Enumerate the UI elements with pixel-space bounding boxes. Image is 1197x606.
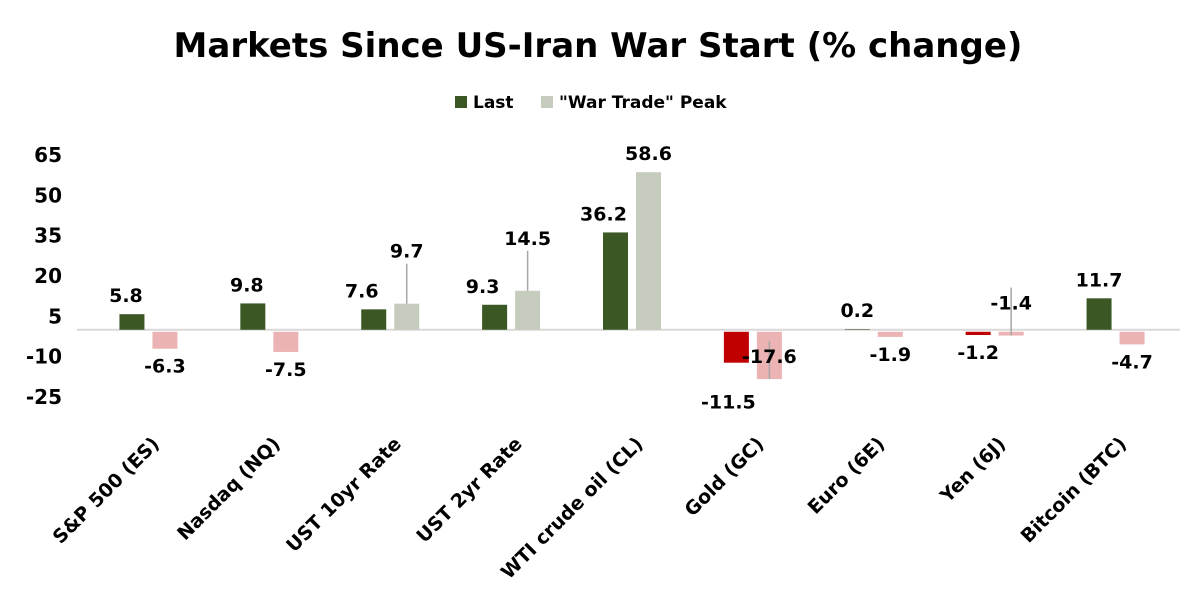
data-label: 0.2 (840, 300, 874, 322)
bar (1086, 298, 1112, 330)
data-label: -6.3 (144, 356, 186, 378)
x-axis: S&P 500 (ES) Nasdaq (NQ)UST 10yr Rate UST … (49, 433, 1131, 584)
bar (636, 172, 661, 330)
legend-swatch (455, 96, 467, 108)
bar (361, 309, 387, 330)
bar (273, 331, 299, 352)
x-tick-label: Bitcoin (BTC) (1017, 433, 1131, 547)
legend: Last "War Trade" Peak (455, 93, 727, 113)
bar (394, 303, 420, 330)
y-tick-label: 65 (34, 143, 62, 167)
data-label: 11.7 (1076, 269, 1123, 291)
data-label: -11.5 (701, 392, 756, 414)
data-labels: 5.8 -6.3 9.8 -7.5 7.6 9.7 9.3 14.5 36.2 58.6 -11.5… (109, 143, 1153, 413)
data-label: 58.6 (625, 143, 672, 165)
bar (240, 303, 266, 330)
data-label: 9.3 (466, 276, 500, 298)
y-tick-label: 5 (48, 304, 62, 328)
x-tick-label: UST 10yr Rate (282, 433, 406, 557)
bar (482, 304, 508, 330)
x-tick-label: Euro (6E) (804, 433, 890, 519)
x-tick-label: Yen (6J) (935, 433, 1010, 508)
y-tick-label: 50 (34, 183, 62, 207)
data-label: 5.8 (109, 285, 143, 307)
bar (152, 331, 178, 349)
y-tick-label: -25 (26, 385, 62, 409)
bar (965, 331, 991, 336)
x-tick-label: UST 2yr Rate (412, 433, 526, 547)
bar (877, 331, 903, 337)
y-tick-label: 20 (34, 264, 62, 288)
bar (515, 290, 541, 330)
x-tick-label: Gold (GC) (681, 433, 769, 521)
bar (723, 331, 749, 363)
bar (603, 232, 628, 330)
legend-label: Last (473, 93, 514, 113)
data-label: 7.6 (345, 280, 379, 302)
data-label: -1.2 (957, 342, 999, 364)
data-label: 36.2 (580, 203, 627, 225)
y-tick-label: -10 (26, 345, 62, 369)
chart-title: Markets Since US-Iran War Start (% chang… (174, 26, 1023, 66)
x-tick-label: S&P 500 (ES) (49, 433, 164, 548)
data-label: 9.7 (390, 241, 424, 263)
legend-swatch (541, 96, 553, 108)
data-label: -1.9 (870, 344, 912, 366)
legend-label: "War Trade" Peak (559, 93, 727, 113)
bar (1119, 331, 1145, 345)
bar (119, 314, 145, 330)
data-label: 14.5 (504, 228, 551, 250)
y-tick-label: 35 (34, 224, 62, 248)
data-label: -1.4 (990, 293, 1032, 315)
data-label: -17.6 (742, 346, 797, 368)
data-label: 9.8 (230, 274, 264, 296)
data-label: -4.7 (1111, 351, 1153, 373)
data-label: -7.5 (265, 359, 307, 381)
x-tick-label: Nasdaq (NQ) (173, 433, 285, 545)
bar (844, 329, 870, 330)
y-axis: 65 50 35 20 5 -10 -25 (26, 143, 1180, 409)
